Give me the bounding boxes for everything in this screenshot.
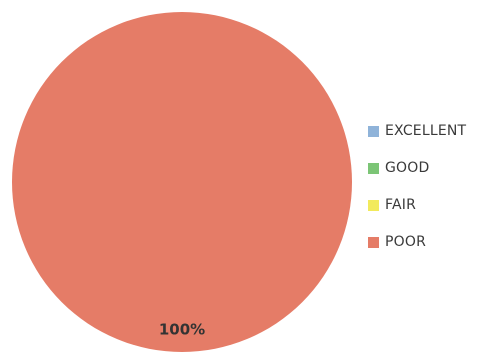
legend-label-fair: FAIR — [385, 197, 417, 213]
legend-label-good: GOOD — [385, 160, 430, 176]
legend-swatch-excellent — [368, 125, 379, 137]
legend-item-excellent: EXCELLENT — [368, 121, 466, 141]
legend-label-poor: POOR — [385, 234, 427, 250]
pie-slice-poor — [12, 12, 352, 352]
legend-item-poor: POOR — [368, 232, 466, 252]
pie-data-label-poor: 100% — [159, 320, 205, 338]
legend-swatch-poor — [368, 236, 379, 248]
legend-swatch-good — [368, 162, 379, 174]
pie-slices — [12, 12, 352, 352]
legend-swatch-fair — [368, 199, 379, 211]
legend: EXCELLENT GOOD FAIR POOR — [368, 121, 466, 269]
legend-item-good: GOOD — [368, 158, 466, 178]
legend-item-fair: FAIR — [368, 195, 466, 215]
legend-label-excellent: EXCELLENT — [385, 123, 467, 139]
pie-data-labels: 100% — [159, 320, 205, 338]
